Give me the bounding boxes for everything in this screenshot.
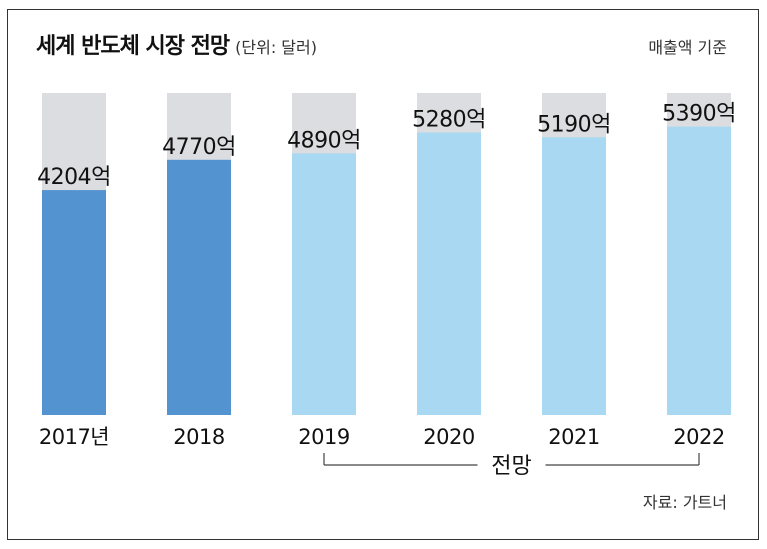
- value-label: 5390억: [662, 102, 736, 127]
- chart-title: 세계 반도체 시장 전망: [36, 34, 230, 59]
- value-label: 5280억: [412, 108, 486, 133]
- basis-note: 매출액 기준: [648, 38, 727, 57]
- x-tick-label: 2020: [423, 425, 474, 449]
- value-bars: [42, 126, 731, 415]
- bar-2020: [417, 132, 481, 415]
- background-bars: [42, 93, 731, 415]
- value-label: 4204억: [37, 165, 111, 190]
- value-label: 4770억: [162, 135, 236, 160]
- x-tick-label: 2019: [298, 425, 349, 449]
- forecast-bracket: 전망: [323, 453, 700, 479]
- bar-2019: [292, 153, 356, 415]
- x-tick-labels: 2017년 2018 2019 2020 2021 2022: [39, 425, 725, 449]
- bar-2022: [667, 126, 731, 415]
- value-label: 5190억: [537, 112, 611, 137]
- x-tick-label: 2017년: [39, 425, 109, 449]
- value-label: 4890억: [287, 128, 361, 153]
- chart-frame: [7, 9, 759, 540]
- bar-2021: [542, 137, 606, 415]
- unit-label: (단위: 달러): [235, 38, 317, 57]
- bar-2017년: [42, 190, 106, 415]
- forecast-label: 전망: [491, 454, 531, 479]
- x-tick-label: 2021: [548, 425, 599, 449]
- chart-title-block: 세계 반도체 시장 전망 (단위: 달러): [36, 28, 317, 60]
- bar-2018: [167, 159, 231, 415]
- x-tick-label: 2018: [173, 425, 224, 449]
- x-tick-label: 2022: [673, 425, 724, 449]
- value-labels: 4204억 4770억 4890억 5280억 5190억 5390억: [37, 102, 736, 190]
- source-note: 자료: 가트너: [642, 493, 727, 512]
